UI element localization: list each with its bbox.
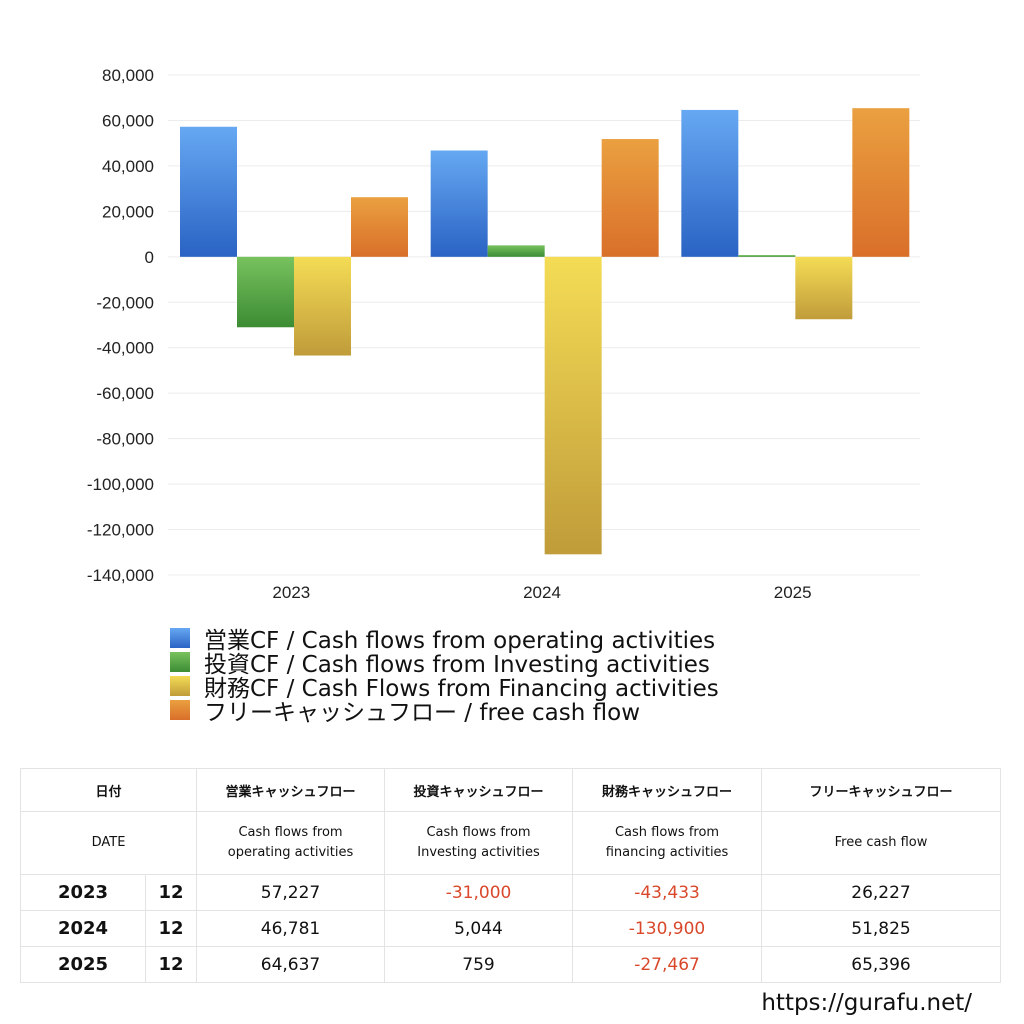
legend-item-operating: 営業CF / Cash flows from operating activit… [170,626,719,654]
header-operating-en: Cash flows from operating activities [196,811,386,875]
y-axis-ticks: 80,000 60,000 40,000 20,000 0 -20,000 -40,000 -… [87,66,154,585]
header-investing-en-line1: Cash flows from [426,825,531,840]
chart-legend: 営業CF / Cash flows from operating activit… [170,626,719,726]
bar-2025-series-1 [738,255,796,257]
legend-label-operating: 営業CF / Cash flows from operating activit… [204,628,716,654]
bar-2025-series-3 [852,108,910,257]
legend-label-financing: 財務CF / Cash Flows from Financing activit… [204,676,719,702]
table-header-row-en: DATE Cash flows from operating activities… [19,811,1002,875]
header-operating-en-line2: operating activities [227,845,354,860]
cell-financing: -43,433 [572,874,763,911]
y-tick-label: 0 [145,248,154,267]
cell-month: 12 [144,874,198,911]
header-financing-en-line2: financing activities [605,845,729,860]
cell-financing: -130,900 [572,910,763,947]
y-tick-label: 40,000 [102,157,154,176]
cell-month: 12 [144,946,198,983]
cell-investing: 759 [384,946,574,983]
header-date-jp: 日付 [19,768,198,812]
cell-free: 65,396 [761,946,1002,983]
bar-2025-series-2 [795,256,853,320]
site-url[interactable]: https://gurafu.net/ [761,990,972,1016]
y-tick-label: -120,000 [87,521,154,540]
table-row: 2025 12 64,637 759 -27,467 65,396 [20,946,1002,983]
header-free-jp: フリーキャッシュフロー [761,768,1002,812]
table-row: 2023 12 57,227 -31,000 -43,433 26,227 [20,874,1002,911]
cell-financing: -27,467 [572,946,763,983]
cash-flow-table: 日付 営業キャッシュフロー 投資キャッシュフロー 財務キャッシュフロー フリーキ… [19,768,1002,983]
header-financing-en-line1: Cash flows from [614,825,720,840]
cell-free: 51,825 [761,910,1002,947]
y-tick-label: 60,000 [102,111,154,130]
y-tick-label: -80,000 [96,430,154,449]
cell-operating: 46,781 [196,910,386,947]
cell-investing: 5,044 [384,910,574,947]
cell-month: 12 [144,910,198,947]
legend-swatch-operating [170,628,190,648]
header-operating-jp: 営業キャッシュフロー [196,768,386,812]
legend-item-investing: 投資CF / Cash flows from Investing activit… [170,650,719,678]
bar-2024-series-3 [601,139,659,257]
y-tick-label: -20,000 [96,293,154,312]
y-tick-label: -40,000 [96,339,154,358]
cell-year: 2025 [20,946,146,983]
y-tick-label: -140,000 [87,566,154,585]
legend-label-investing: 投資CF / Cash flows from Investing activit… [204,652,710,678]
legend-swatch-free [170,700,190,720]
bar-2023-series-0 [180,126,237,257]
x-tick-label: 2023 [272,583,310,602]
bar-2024-series-1 [487,245,545,257]
cell-year: 2024 [20,910,146,947]
legend-label-free: フリーキャッシュフロー / free cash flow [204,700,641,726]
y-tick-label: -100,000 [87,475,154,494]
header-financing-en: Cash flows from financing activities [572,811,763,875]
table-header-row-jp: 日付 営業キャッシュフロー 投資キャッシュフロー 財務キャッシュフロー フリーキ… [19,768,1002,812]
legend-item-free: フリーキャッシュフロー / free cash flow [170,698,719,726]
y-tick-label: 20,000 [102,202,154,221]
legend-item-financing: 財務CF / Cash Flows from Financing activit… [170,674,719,702]
bar-2024-series-0 [430,150,488,257]
cell-operating: 64,637 [196,946,386,983]
header-date-en: DATE [19,811,198,875]
bar-2025-series-0 [681,109,739,257]
legend-swatch-financing [170,676,190,696]
bar-2024-series-2 [544,256,602,555]
header-investing-en: Cash flows from Investing activities [384,811,574,875]
legend-swatch-investing [170,652,190,672]
bar-2023-series-1 [237,256,294,328]
bars [180,108,910,555]
x-axis-ticks: 2023 2024 2025 [272,583,811,602]
cell-investing: -31,000 [384,874,574,911]
y-tick-label: -60,000 [96,384,154,403]
header-operating-en-line1: Cash flows from [238,825,343,840]
bar-2023-series-2 [294,256,351,356]
header-investing-jp: 投資キャッシュフロー [384,768,574,812]
header-investing-en-line2: Investing activities [417,845,540,860]
header-financing-jp: 財務キャッシュフロー [572,768,763,812]
y-tick-label: 80,000 [102,66,154,85]
table-row: 2024 12 46,781 5,044 -130,900 51,825 [20,910,1002,947]
x-tick-label: 2025 [774,583,812,602]
header-free-en: Free cash flow [761,811,1002,875]
cell-operating: 57,227 [196,874,386,911]
bar-2023-series-3 [351,197,408,257]
x-tick-label: 2024 [523,583,561,602]
cell-year: 2023 [20,874,146,911]
cell-free: 26,227 [761,874,1002,911]
cash-flow-bar-chart: 80,000 60,000 40,000 20,000 0 -20,000 -40,000 -… [87,66,920,602]
